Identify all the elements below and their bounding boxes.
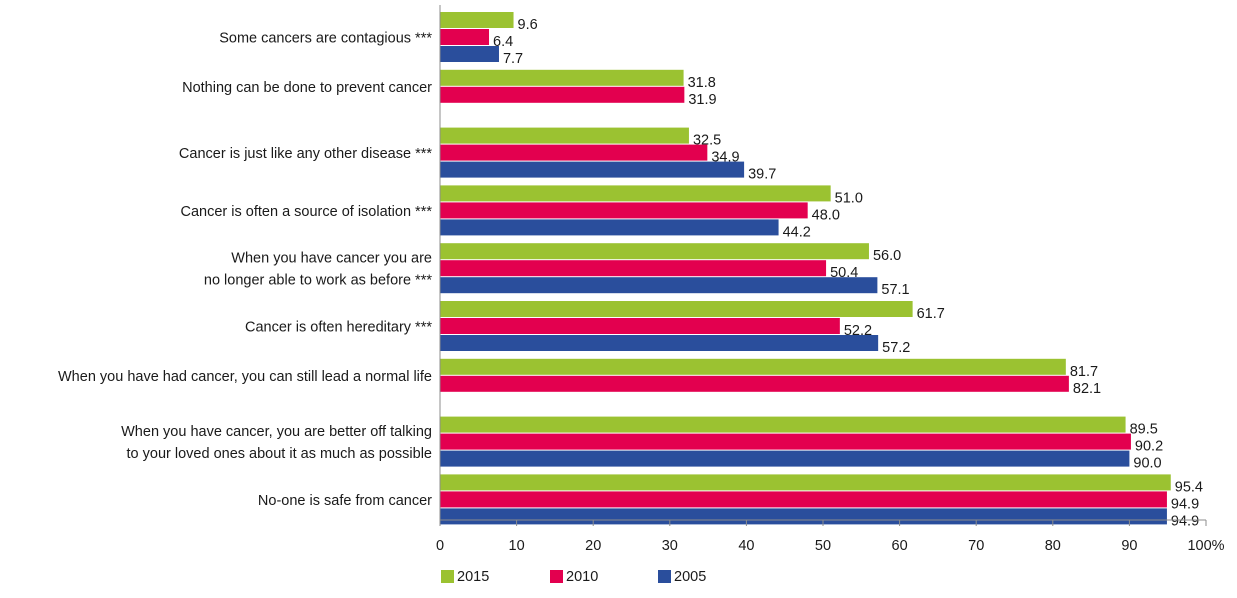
data-label-2005: 44.2	[783, 224, 811, 240]
bar-2015	[440, 358, 1066, 375]
data-label-2010: 90.2	[1135, 439, 1163, 455]
legend-label-2015: 2015	[457, 569, 489, 585]
data-label-2010: 94.9	[1171, 496, 1199, 512]
category-label: When you have had cancer, you can still …	[58, 369, 432, 385]
bar-2015	[440, 416, 1126, 433]
category-label: When you have cancer you are	[231, 251, 432, 267]
bar-2015	[440, 69, 684, 86]
data-label-2015: 95.4	[1175, 479, 1203, 495]
bar-2010	[440, 375, 1069, 392]
x-tick-label: 40	[738, 538, 754, 554]
data-label-2005: 57.2	[882, 340, 910, 356]
bar-2015	[440, 12, 514, 28]
bar-2010	[440, 144, 708, 161]
category-label: Nothing can be done to prevent cancer	[182, 80, 432, 96]
bar-2005	[440, 161, 745, 178]
bar-2015	[440, 301, 913, 317]
legend-swatch-2015	[441, 570, 454, 583]
bar-2005	[440, 277, 878, 294]
data-label-2015: 61.7	[917, 306, 945, 322]
legend-swatch-2010	[550, 570, 563, 583]
bar-2005	[440, 219, 779, 236]
data-label-2015: 81.7	[1070, 364, 1098, 380]
bar-2010	[440, 318, 840, 334]
legend-label-2010: 2010	[566, 569, 598, 585]
x-tick-label: 30	[662, 538, 678, 554]
x-tick-label: 0	[436, 538, 444, 554]
bar-2010	[440, 260, 827, 277]
bar-2005	[440, 450, 1130, 467]
x-tick-label: 70	[968, 538, 984, 554]
data-label-2005: 90.0	[1133, 456, 1161, 472]
data-label-2010: 82.1	[1073, 381, 1101, 397]
bar-2005	[440, 46, 499, 62]
data-label-2015: 89.5	[1130, 422, 1158, 438]
data-label-2015: 51.0	[835, 190, 863, 206]
bar-2015	[440, 243, 869, 260]
x-tick-label: 60	[892, 538, 908, 554]
category-label: Cancer is often a source of isolation **…	[181, 204, 433, 220]
bar-2005	[440, 335, 879, 351]
data-label-2010: 48.0	[812, 207, 840, 223]
data-label-2005: 57.1	[881, 282, 909, 298]
bar-2015	[440, 185, 831, 202]
category-label: No-one is safe from cancer	[258, 493, 432, 509]
x-tick-label: 10	[509, 538, 525, 554]
x-tick-label: 90	[1121, 538, 1137, 554]
bar-2010	[440, 86, 685, 103]
category-label: When you have cancer, you are better off…	[121, 424, 432, 440]
x-tick-label: 20	[585, 538, 601, 554]
legend-swatch-2005	[658, 570, 671, 583]
category-label: Cancer is just like any other disease **…	[179, 146, 432, 162]
data-label-2010: 31.9	[688, 92, 716, 108]
data-label-2005: 7.7	[503, 51, 523, 67]
category-label: to your loved ones about it as much as p…	[127, 446, 432, 462]
bar-2010	[440, 491, 1167, 508]
bar-2005	[440, 508, 1167, 525]
x-tick-label: 100%	[1187, 538, 1224, 554]
bar-2015	[440, 127, 689, 144]
data-label-2005: 94.9	[1171, 513, 1199, 529]
category-label: Some cancers are contagious ***	[219, 31, 432, 47]
x-tick-label: 80	[1045, 538, 1061, 554]
category-label: Cancer is often hereditary ***	[245, 320, 432, 336]
bar-2015	[440, 474, 1171, 491]
category-label: no longer able to work as before ***	[204, 273, 432, 289]
legend-label-2005: 2005	[674, 569, 706, 585]
data-label-2015: 9.6	[518, 17, 538, 33]
data-label-2015: 31.8	[688, 75, 716, 91]
x-tick-label: 50	[815, 538, 831, 554]
data-label-2015: 56.0	[873, 248, 901, 264]
bar-2010	[440, 29, 490, 45]
data-label-2005: 39.7	[748, 167, 776, 183]
bar-2010	[440, 433, 1131, 450]
bar-2010	[440, 202, 808, 219]
